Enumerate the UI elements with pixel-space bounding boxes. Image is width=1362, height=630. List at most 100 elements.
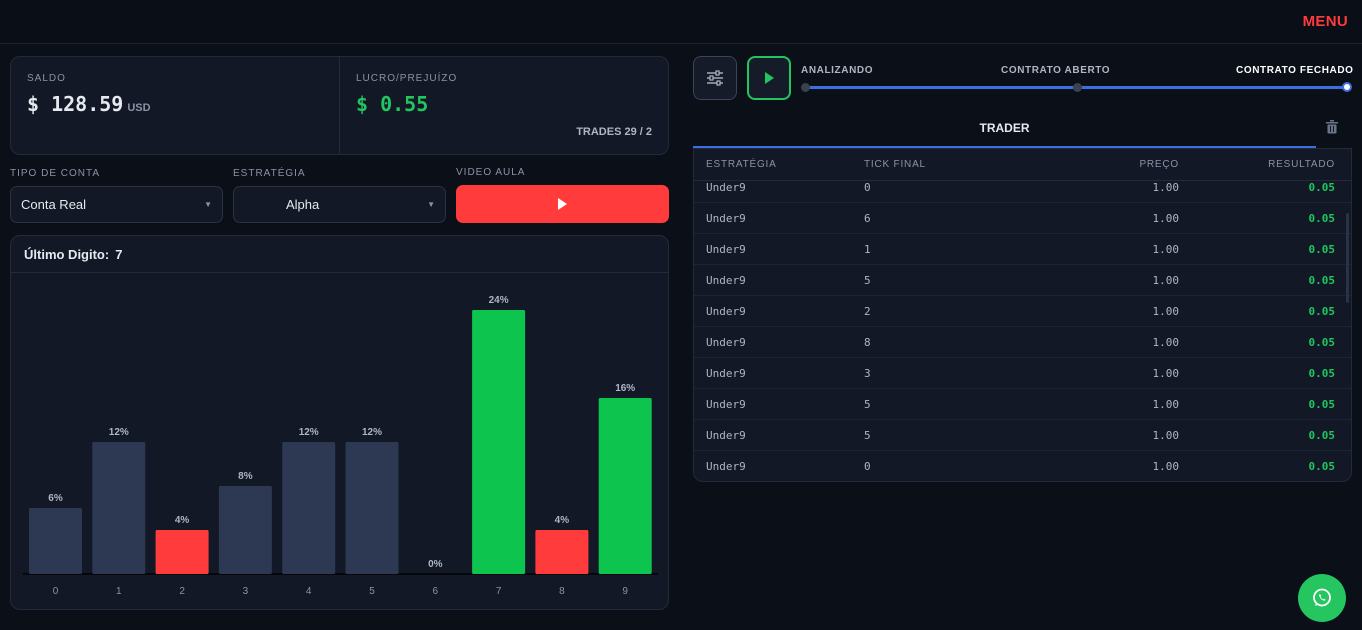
cell-result: 0.05 <box>1308 428 1336 442</box>
saldo-value: $ 128.59 <box>27 92 124 116</box>
video-label: VIDEO AULA <box>456 167 526 178</box>
bar-value-label-0: 6% <box>48 493 63 504</box>
cell-price: 1.00 <box>1152 397 1180 411</box>
cell-price: 1.00 <box>1152 459 1180 473</box>
start-button[interactable] <box>747 56 791 100</box>
x-tick-2: 2 <box>179 586 185 597</box>
cell-strategy: Under9 <box>706 304 746 318</box>
table-header: ESTRATÉGIA TICK FINAL PREÇO RESULTADO <box>694 149 1351 181</box>
cell-strategy: Under9 <box>706 211 746 225</box>
col-preco: PREÇO <box>1139 159 1179 170</box>
bar-digit-3 <box>218 486 272 574</box>
bar-digit-1 <box>92 442 146 574</box>
strategy-value: Alpha <box>286 197 320 212</box>
top-bar: MENU <box>0 0 1362 44</box>
last-digit-header: Último Digito: 7 <box>11 236 668 273</box>
x-tick-9: 9 <box>622 586 628 597</box>
bar-digit-5 <box>345 442 399 574</box>
cell-tick: 1 <box>864 242 871 256</box>
bar-value-label-6: 0% <box>428 559 443 570</box>
col-tick-final: TICK FINAL <box>864 159 926 170</box>
cell-result: 0.05 <box>1308 304 1336 318</box>
cell-strategy: Under9 <box>706 180 746 194</box>
cell-strategy: Under9 <box>706 366 746 380</box>
play-icon <box>558 198 567 210</box>
table-row: Under9 5 1.00 0.05 <box>694 265 1351 296</box>
cell-strategy: Under9 <box>706 459 746 473</box>
last-digit-value: 7 <box>115 247 123 262</box>
bar-value-label-7: 24% <box>489 295 509 306</box>
bar-value-label-9: 16% <box>615 383 635 394</box>
bar-digit-2 <box>155 530 209 574</box>
table-row: Under9 0 1.00 0.05 <box>694 451 1351 481</box>
whatsapp-icon <box>1313 588 1331 607</box>
x-tick-4: 4 <box>306 586 312 597</box>
table-scrollbar[interactable] <box>1346 213 1349 303</box>
whatsapp-button[interactable] <box>1298 574 1346 622</box>
col-estrategia: ESTRATÉGIA <box>706 159 777 170</box>
trader-table: ESTRATÉGIA TICK FINAL PREÇO RESULTADO Un… <box>693 148 1352 482</box>
cell-tick: 5 <box>864 273 871 287</box>
step-contrato-aberto: CONTRATO ABERTO <box>1001 65 1111 76</box>
last-digit-label: Último Digito: <box>24 247 110 262</box>
lucro-value: $ 0.55 <box>356 92 429 116</box>
settings-button[interactable] <box>693 56 737 100</box>
cell-price: 1.00 <box>1152 211 1180 225</box>
cell-tick: 6 <box>864 211 871 225</box>
cell-tick: 5 <box>864 397 871 411</box>
col-resultado: RESULTADO <box>1268 159 1335 170</box>
saldo-currency: USD <box>127 102 151 114</box>
x-tick-1: 1 <box>116 586 122 597</box>
cell-strategy: Under9 <box>706 428 746 442</box>
cell-result: 0.05 <box>1308 459 1336 473</box>
cell-strategy: Under9 <box>706 335 746 349</box>
cell-price: 1.00 <box>1152 428 1180 442</box>
cell-price: 1.00 <box>1152 273 1180 287</box>
step-dot-1 <box>1073 83 1082 92</box>
table-row: Under9 5 1.00 0.05 <box>694 420 1351 451</box>
bar-value-label-3: 8% <box>238 471 253 482</box>
lucro-panel: LUCRO/PREJUÍZO $ 0.55 TRADES 29 / 2 <box>339 57 668 154</box>
table-body[interactable]: Under9 0 1.00 0.05 Under9 6 1.00 0.05 Under9 1 1… <box>694 172 1351 481</box>
strategy-select[interactable]: Alpha ▼ <box>233 186 446 223</box>
balance-card: SALDO $ 128.59 USD LUCRO/PREJUÍZO $ 0.55 … <box>10 56 669 155</box>
caret-down-icon: ▼ <box>204 200 212 209</box>
x-tick-7: 7 <box>496 586 502 597</box>
video-play-button[interactable] <box>456 185 669 223</box>
cell-tick: 8 <box>864 335 871 349</box>
cell-tick: 5 <box>864 428 871 442</box>
menu-button[interactable]: MENU <box>1302 13 1348 30</box>
digit-chart-card: Último Digito: 7 6% 0 12% 1 4% 2 8% 3 12% 4 12% 5 0% 6… <box>10 235 669 610</box>
bar-value-label-4: 12% <box>299 427 319 438</box>
table-row: Under9 3 1.00 0.05 <box>694 358 1351 389</box>
step-dot-2-active <box>1342 82 1352 92</box>
cell-result: 0.05 <box>1308 397 1336 411</box>
cell-result: 0.05 <box>1308 242 1336 256</box>
account-type-select[interactable]: Conta Real ▼ <box>10 186 223 223</box>
table-row: Under9 1 1.00 0.05 <box>694 234 1351 265</box>
table-row: Under9 0 1.00 0.05 <box>694 172 1351 203</box>
cell-result: 0.05 <box>1308 180 1336 194</box>
sliders-icon <box>707 70 723 86</box>
x-tick-6: 6 <box>433 586 439 597</box>
bar-value-label-8: 4% <box>555 515 570 526</box>
x-tick-3: 3 <box>243 586 249 597</box>
digit-bar-chart: 6% 0 12% 1 4% 2 8% 3 12% 4 12% 5 0% 6 24% 7 4% 8 16% 9 <box>23 295 658 597</box>
saldo-label: SALDO <box>27 73 66 84</box>
trades-count: TRADES 29 / 2 <box>576 126 652 138</box>
account-type-value: Conta Real <box>21 197 87 212</box>
table-row: Under9 8 1.00 0.05 <box>694 327 1351 358</box>
step-analizando: ANALIZANDO <box>801 65 874 76</box>
cell-result: 0.05 <box>1308 211 1336 225</box>
cell-result: 0.05 <box>1308 366 1336 380</box>
bar-value-label-5: 12% <box>362 427 382 438</box>
step-dot-0 <box>801 83 810 92</box>
cell-price: 1.00 <box>1152 242 1180 256</box>
cell-strategy: Under9 <box>706 273 746 287</box>
strategy-label: ESTRATÉGIA <box>233 168 306 179</box>
bar-value-label-2: 4% <box>175 515 190 526</box>
account-type-label: TIPO DE CONTA <box>10 168 101 179</box>
trash-icon[interactable] <box>1326 120 1338 134</box>
cell-tick: 2 <box>864 304 871 318</box>
tab-trader[interactable]: TRADER <box>693 112 1316 148</box>
